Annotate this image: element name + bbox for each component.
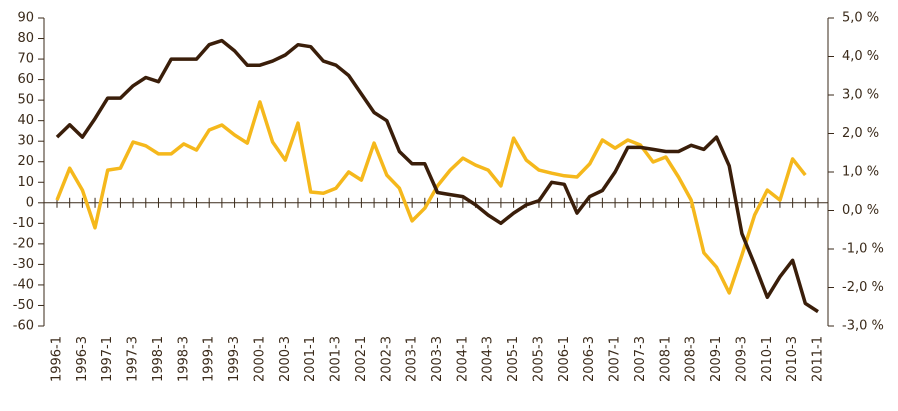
y-tick-label: -30 — [13, 257, 34, 272]
x-tick-label: 2006-3 — [582, 336, 597, 382]
y-tick-label: -50 — [13, 298, 34, 313]
x-tick-label: 2000-1 — [252, 336, 267, 382]
x-tick-label: 1999-1 — [202, 336, 217, 382]
y2-tick-label: -2,0 % — [842, 280, 884, 295]
x-tick-label: 1997-1 — [100, 336, 115, 382]
y-tick-label: -40 — [13, 277, 34, 292]
x-tick-label: 2009-3 — [734, 336, 749, 382]
x-tick-label: 2004-1 — [455, 336, 470, 382]
x-tick-label: 2005-1 — [506, 336, 521, 382]
x-tick-label: 1997-3 — [126, 336, 141, 382]
x-tick-label: 2011-1 — [811, 336, 826, 382]
x-tick-label: 2003-1 — [405, 336, 420, 382]
y2-tick-label: 2,0 % — [842, 126, 879, 141]
x-tick-label: 2002-3 — [379, 336, 394, 382]
y-tick-label: 0 — [26, 195, 34, 210]
y-tick-label: -20 — [13, 236, 34, 251]
x-tick-label: 2008-3 — [684, 336, 699, 382]
x-tick-label: 1999-3 — [227, 336, 242, 382]
y-tick-label: -10 — [13, 216, 34, 231]
x-tick-label: 2006-1 — [557, 336, 572, 382]
y-tick-label: 50 — [17, 93, 34, 108]
x-tick-label: 2009-1 — [709, 336, 724, 382]
x-tick-label: 2001-1 — [303, 336, 318, 382]
y2-tick-label: 1,0 % — [842, 165, 879, 180]
y2-tick-label: 0,0 % — [842, 203, 879, 218]
x-tick-label: 2010-3 — [785, 336, 800, 382]
y-tick-label: 10 — [17, 175, 34, 190]
x-tick-label: 2005-3 — [531, 336, 546, 382]
x-tick-label: 1996-1 — [50, 336, 65, 382]
x-tick-label: 2008-1 — [658, 336, 673, 382]
x-tick-label: 2001-3 — [329, 336, 344, 382]
series-line — [55, 38, 819, 314]
x-tick-label: 2000-3 — [278, 336, 293, 382]
y-tick-label: 60 — [17, 72, 34, 87]
y-tick-label: 20 — [17, 154, 34, 169]
x-tick-label: 2007-3 — [633, 336, 648, 382]
x-tick-label: 1998-1 — [151, 336, 166, 382]
y2-tick-label: -3,0 % — [842, 319, 884, 334]
x-tick-label: 2002-1 — [354, 336, 369, 382]
y2-tick-label: -1,0 % — [842, 242, 884, 257]
x-tick-label: 2003-3 — [430, 336, 445, 382]
y-tick-label: 40 — [17, 113, 34, 128]
x-tick-label: 2007-1 — [608, 336, 623, 382]
y-tick-label: 30 — [17, 134, 34, 149]
y-tick-label: 70 — [17, 52, 34, 67]
x-tick-label: 2010-1 — [760, 336, 775, 382]
y-tick-label: 80 — [17, 31, 34, 46]
y-tick-label: 90 — [17, 11, 34, 26]
y2-tick-label: 3,0 % — [842, 88, 879, 103]
x-tick-label: 2004-3 — [481, 336, 496, 382]
series-line — [55, 100, 807, 295]
y2-tick-label: 4,0 % — [842, 49, 879, 64]
y-tick-label: -60 — [13, 319, 34, 334]
x-tick-label: 1996-3 — [75, 336, 90, 382]
x-tick-label: 1998-3 — [176, 336, 191, 382]
y2-tick-label: 5,0 % — [842, 11, 879, 26]
